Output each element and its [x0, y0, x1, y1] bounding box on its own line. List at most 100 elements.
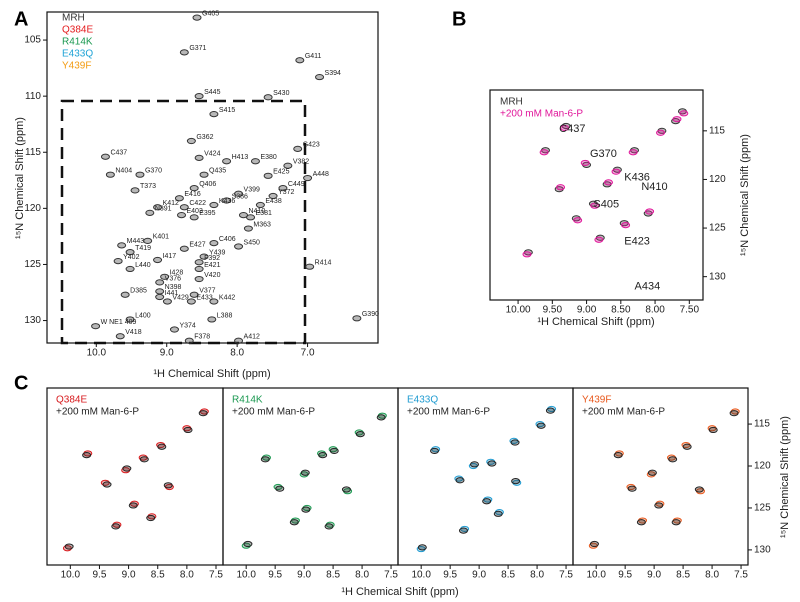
- peak: [155, 288, 165, 295]
- peak: [189, 185, 199, 192]
- peak: [222, 158, 232, 165]
- peak: [120, 291, 130, 298]
- peak-label: N404: [115, 168, 132, 175]
- peak: [194, 93, 204, 100]
- peak: [682, 443, 692, 450]
- peak-label: H413: [232, 154, 249, 161]
- peak-label: G362: [196, 134, 213, 141]
- zoom-box: [60, 99, 307, 345]
- peak: [679, 110, 689, 117]
- legend-entry: +200 mM Man-6-P: [582, 407, 665, 418]
- peak: [234, 243, 244, 250]
- peak: [122, 465, 132, 472]
- x-tick-label: 7.5: [559, 570, 573, 581]
- peak: [469, 461, 479, 468]
- peak: [430, 447, 440, 455]
- peak-label: K442: [219, 294, 235, 301]
- peak-label: Q435: [209, 168, 226, 175]
- peak: [135, 171, 145, 178]
- peak-label: G411: [305, 53, 322, 60]
- y-tick-label: 115: [709, 125, 725, 136]
- peak: [647, 469, 657, 476]
- peak: [194, 265, 204, 273]
- peak: [125, 316, 135, 323]
- x-tick-label: 9.0: [297, 570, 311, 581]
- peak: [708, 426, 718, 434]
- legend-entry: Y439F: [582, 395, 611, 406]
- peak-label: K436: [219, 198, 235, 205]
- legend-entry: Q384E: [56, 395, 87, 406]
- peak: [186, 298, 196, 305]
- peak: [209, 111, 219, 118]
- peak-label: V382: [293, 159, 309, 166]
- y-tick-label: 120: [754, 461, 771, 472]
- peak: [199, 171, 209, 178]
- peak-label: S405: [593, 199, 619, 211]
- peak: [590, 202, 600, 209]
- peak-label: C437: [110, 150, 127, 157]
- peak: [194, 154, 204, 161]
- peak-label: V376: [165, 275, 181, 282]
- peak-label: W NE1 409: [101, 319, 137, 326]
- peak-label: E421: [204, 262, 220, 269]
- peak: [511, 478, 521, 485]
- peak-label: G423: [303, 142, 320, 149]
- plot-frame: [489, 89, 704, 301]
- x-tick-label: 8.00: [645, 305, 665, 316]
- peak: [580, 159, 590, 167]
- peak: [179, 204, 189, 211]
- y-tick-label: 115: [754, 419, 770, 430]
- y-axis-label: ¹⁵N Chemical Shift (ppm): [739, 134, 751, 256]
- panel-label: A: [14, 8, 28, 30]
- peak: [153, 256, 163, 264]
- peak-label: R414: [315, 260, 332, 267]
- peak: [603, 179, 613, 186]
- y-axis-label: ¹⁵N Chemical Shift (ppm): [14, 117, 26, 239]
- peak: [179, 49, 189, 56]
- peak: [613, 452, 623, 459]
- peak: [105, 171, 115, 178]
- peak: [352, 315, 362, 322]
- peak: [341, 486, 351, 493]
- peak: [153, 204, 163, 211]
- peak: [194, 275, 204, 283]
- peak: [160, 273, 170, 280]
- peak: [260, 456, 270, 463]
- peak: [301, 506, 311, 513]
- peak: [199, 253, 209, 260]
- peak-label: G370: [145, 168, 162, 175]
- peak-label: N398: [165, 284, 182, 291]
- peak: [246, 214, 256, 221]
- x-tick-label: 9.0: [472, 570, 486, 581]
- peak: [573, 217, 583, 224]
- peak: [560, 124, 570, 132]
- peak: [163, 482, 173, 489]
- panel-label: B: [452, 8, 466, 30]
- peak: [139, 456, 149, 463]
- peak: [493, 510, 503, 517]
- x-tick-label: 9.00: [577, 305, 597, 316]
- peak-label: N410: [248, 208, 265, 215]
- peak-label: D385: [130, 288, 147, 295]
- y-tick-label: 120: [709, 174, 726, 185]
- peak: [145, 209, 155, 216]
- legend-entry: MRH: [62, 13, 85, 24]
- peak: [417, 544, 427, 551]
- plot-frame: [46, 11, 379, 344]
- peak: [268, 192, 278, 200]
- peak: [318, 452, 328, 459]
- peak: [589, 540, 599, 548]
- x-axis-label: ¹H Chemical Shift (ppm): [537, 316, 654, 328]
- peak: [179, 245, 189, 252]
- peak: [169, 326, 179, 333]
- peak: [143, 237, 153, 244]
- peak: [278, 185, 288, 192]
- peak: [128, 502, 138, 509]
- peak: [376, 414, 386, 421]
- peak: [209, 201, 219, 209]
- peak: [628, 149, 638, 156]
- peak: [539, 149, 549, 156]
- peak: [522, 251, 532, 258]
- peak: [355, 431, 365, 438]
- peak-label: T419: [135, 245, 151, 252]
